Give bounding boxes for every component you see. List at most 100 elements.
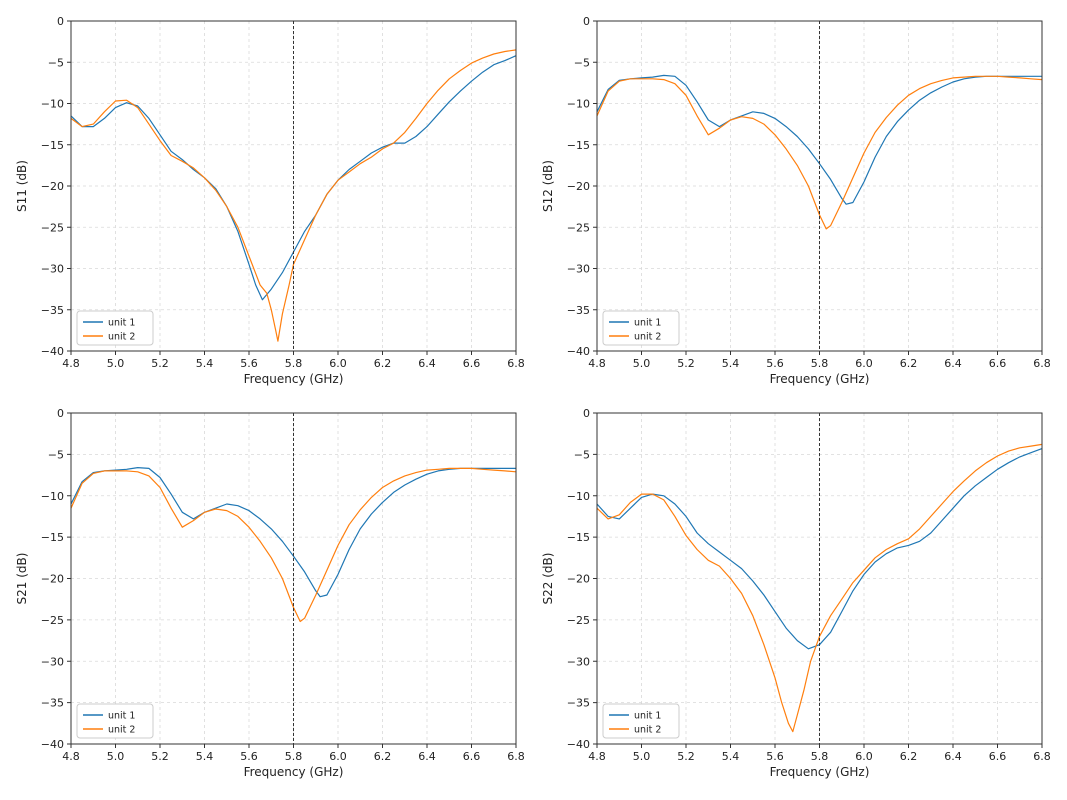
series-line-s11-unit-1	[70, 55, 517, 301]
x-tick-label: 6.4	[418, 357, 436, 370]
chart-s11: 4.8 5.0 5.2 5.4 5.6 5.8 6.0 6.2 6.4 6.6 6.8 0 −5 −10 −…	[15, 15, 525, 386]
y-tick-label: −25	[567, 614, 590, 627]
y-tick-label: −30	[41, 655, 64, 668]
y-tick-label: −30	[567, 655, 590, 668]
y-axis-label: S22 (dB)	[541, 553, 555, 605]
x-tick-label: 6.2	[900, 357, 918, 370]
x-tick-label: 5.6	[240, 750, 258, 763]
x-tick-label: 6.0	[329, 357, 347, 370]
legend-label-unit-1: unit 1	[108, 711, 135, 722]
y-tick-label: −40	[41, 345, 64, 358]
y-tick-label: −10	[567, 98, 590, 111]
x-tick-label: 5.0	[633, 750, 651, 763]
legend-label-unit-1: unit 1	[108, 318, 135, 329]
y-tick-label: −35	[41, 697, 64, 710]
x-tick-label: 5.4	[196, 357, 214, 370]
x-tick-label: 6.0	[855, 750, 873, 763]
legend-label-unit-2: unit 2	[108, 332, 135, 343]
chart-s12: 4.8 5.0 5.2 5.4 5.6 5.8 6.0 6.2 6.4 6.6 6.8 0 −5 −10 −…	[541, 15, 1051, 386]
x-tick-label: 5.4	[196, 750, 214, 763]
x-tick-label: 5.6	[240, 357, 258, 370]
legend: unit 1 unit 2	[76, 703, 154, 739]
y-tick-label: −5	[48, 56, 64, 69]
legend-label-unit-1: unit 1	[634, 318, 661, 329]
legend: unit 1 unit 2	[76, 310, 154, 346]
x-tick-label: 5.8	[811, 750, 829, 763]
x-tick-label: 6.8	[507, 750, 525, 763]
series-line-s21-unit-1	[70, 467, 516, 598]
y-axis-label: S21 (dB)	[15, 553, 29, 605]
x-tick-label: 6.2	[374, 357, 392, 370]
y-tick-label: −10	[41, 98, 64, 111]
x-tick-label: 6.4	[944, 357, 962, 370]
x-tick-label: 5.8	[811, 357, 829, 370]
x-tick-label: 4.8	[588, 357, 606, 370]
legend-label-unit-2: unit 2	[634, 725, 661, 736]
y-tick-label: −40	[567, 345, 590, 358]
y-tick-label: −35	[41, 304, 64, 317]
y-tick-label: 0	[583, 15, 590, 28]
y-tick-label: −40	[567, 738, 590, 751]
chart-s22: 4.8 5.0 5.2 5.4 5.6 5.8 6.0 6.2 6.4 6.6 6.8 0 −5 −10 −…	[541, 407, 1051, 779]
legend-label-unit-2: unit 2	[634, 332, 661, 343]
chart-s21: 4.8 5.0 5.2 5.4 5.6 5.8 6.0 6.2 6.4 6.6 6.8 0 −5 −10 −…	[15, 407, 525, 779]
y-tick-label: −25	[41, 614, 64, 627]
y-tick-label: −10	[567, 490, 590, 503]
x-axis-label: Frequency (GHz)	[770, 372, 870, 386]
y-tick-label: −25	[567, 221, 590, 234]
x-tick-label: 5.2	[151, 357, 169, 370]
y-tick-label: −5	[574, 448, 590, 461]
x-tick-label: 5.2	[677, 357, 695, 370]
y-tick-label: −15	[567, 531, 590, 544]
y-tick-label: −20	[567, 573, 590, 586]
x-tick-label: 6.0	[329, 750, 347, 763]
x-tick-label: 6.8	[507, 357, 525, 370]
y-tick-label: −5	[574, 56, 590, 69]
y-tick-label: −15	[41, 531, 64, 544]
series-line-s21-unit-2	[70, 467, 517, 623]
x-tick-label: 5.8	[285, 357, 303, 370]
x-tick-label: 5.8	[285, 750, 303, 763]
series-line-s12-unit-1	[596, 74, 1042, 205]
x-tick-label: 5.0	[633, 357, 651, 370]
series-line-s22-unit-2	[596, 443, 1043, 733]
y-tick-label: −15	[41, 139, 64, 152]
y-axis-label: S12 (dB)	[541, 160, 555, 212]
x-tick-label: 5.2	[151, 750, 169, 763]
x-tick-label: 5.4	[722, 357, 740, 370]
series-line-s11-unit-2	[70, 49, 517, 342]
x-tick-label: 5.0	[107, 750, 125, 763]
y-tick-label: −20	[41, 573, 64, 586]
y-tick-label: −20	[567, 180, 590, 193]
y-tick-label: −10	[41, 490, 64, 503]
y-tick-label: 0	[57, 15, 64, 28]
x-axis-label: Frequency (GHz)	[770, 765, 870, 779]
x-tick-label: 6.2	[374, 750, 392, 763]
x-tick-label: 5.6	[766, 357, 784, 370]
y-tick-label: 0	[57, 407, 64, 420]
legend: unit 1 unit 2	[602, 703, 680, 739]
x-tick-label: 6.0	[855, 357, 873, 370]
series-line-s12-unit-2	[596, 75, 1043, 230]
x-tick-label: 4.8	[62, 750, 80, 763]
y-tick-label: −35	[567, 697, 590, 710]
x-tick-label: 6.4	[944, 750, 962, 763]
x-tick-label: 6.8	[1033, 750, 1051, 763]
y-tick-label: −30	[567, 263, 590, 276]
y-tick-label: −30	[41, 263, 64, 276]
x-axis-label: Frequency (GHz)	[244, 765, 344, 779]
y-tick-label: −40	[41, 738, 64, 751]
legend-label-unit-1: unit 1	[634, 711, 661, 722]
x-tick-label: 6.6	[989, 357, 1007, 370]
x-tick-label: 4.8	[62, 357, 80, 370]
x-tick-label: 5.2	[677, 750, 695, 763]
x-tick-label: 5.6	[766, 750, 784, 763]
legend-label-unit-2: unit 2	[108, 725, 135, 736]
x-tick-label: 6.6	[463, 750, 481, 763]
y-tick-label: −15	[567, 139, 590, 152]
y-tick-label: −5	[48, 448, 64, 461]
x-axis-label: Frequency (GHz)	[244, 372, 344, 386]
x-tick-label: 6.6	[463, 357, 481, 370]
x-tick-label: 4.8	[588, 750, 606, 763]
